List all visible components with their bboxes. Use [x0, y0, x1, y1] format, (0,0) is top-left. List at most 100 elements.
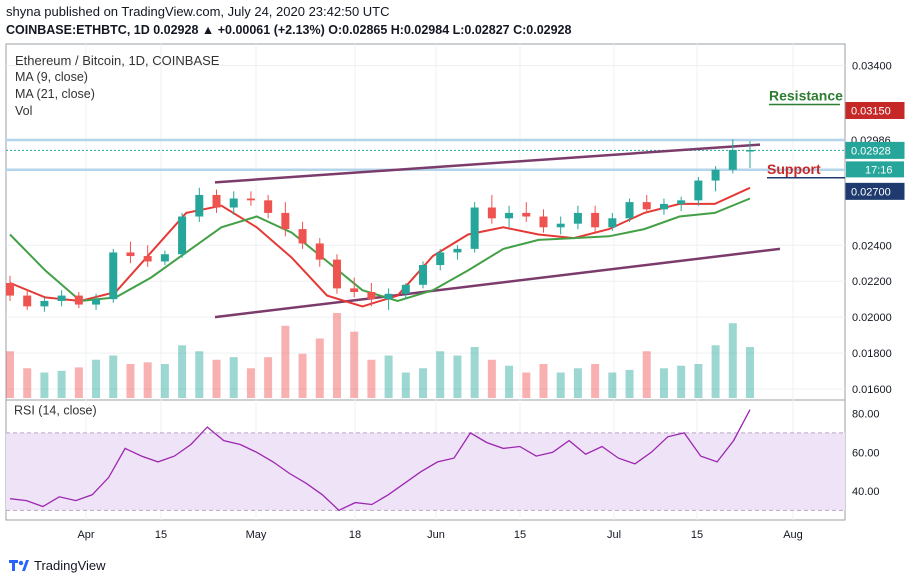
rsi-tick-label: 60.00 [852, 447, 880, 459]
countdown-box [846, 161, 904, 178]
x-tick-label: Jun [427, 529, 445, 541]
volume-bar [505, 365, 514, 398]
volume-bar [126, 364, 135, 398]
volume-bar [642, 351, 651, 398]
candle-body [625, 202, 634, 219]
volume-bar [659, 368, 668, 398]
price-tick-label: 0.01600 [852, 384, 892, 396]
candle-body [642, 202, 651, 210]
volume-bar [74, 367, 83, 398]
candle-body [178, 216, 187, 255]
x-tick-label: 15 [155, 529, 167, 541]
volume-bar [195, 351, 204, 398]
volume-bar [694, 364, 703, 398]
tradingview-footer[interactable]: TradingView [8, 557, 106, 573]
price-tag-box [845, 101, 905, 119]
volume-bar [315, 338, 324, 398]
candle-body [143, 256, 152, 262]
candle-body [556, 223, 565, 228]
candle-body [23, 295, 32, 307]
volume-bar [522, 372, 531, 398]
legend-ma9: MA (9, close) [15, 70, 88, 84]
x-tick-label: 18 [349, 529, 361, 541]
volume-bar [143, 362, 152, 398]
candle-body [74, 295, 83, 305]
candle-body [298, 229, 307, 244]
volume-bar [6, 351, 14, 398]
candle-body [746, 150, 754, 152]
candle-body [505, 212, 514, 219]
candle-body [591, 212, 600, 228]
volume-bar [229, 357, 238, 398]
price-tick-label: 0.02400 [852, 240, 892, 252]
volume-bar [350, 331, 359, 398]
candle-body [6, 282, 14, 296]
volume-bar [332, 313, 341, 398]
price-tick-label: 0.03400 [852, 61, 892, 73]
candle-body [711, 169, 720, 181]
candle-body [694, 180, 703, 201]
rsi-tick-label: 40.00 [852, 486, 880, 498]
candle-body [126, 252, 135, 257]
volume-bar [212, 359, 221, 398]
candle-body [522, 212, 531, 217]
x-tick-label: 15 [514, 529, 526, 541]
countdown-label: 17:16 [865, 164, 893, 176]
candle-body [419, 265, 428, 285]
chart-title: Ethereum / Bitcoin, 1D, COINBASE [15, 53, 220, 68]
candle-body [659, 203, 668, 210]
volume-bar [246, 368, 255, 398]
candle-body [315, 243, 324, 260]
volume-bar [711, 345, 720, 398]
candle-body [539, 216, 548, 228]
price-tag-label: 0.02700 [851, 186, 891, 198]
volume-bar [160, 364, 169, 398]
candle-body [109, 252, 118, 300]
volume-bar [419, 368, 428, 398]
volume-bar [367, 359, 376, 398]
candle-body [332, 259, 341, 289]
candle-body [195, 194, 204, 217]
candle-body [350, 288, 359, 292]
volume-bar [264, 357, 273, 398]
candle-body [281, 212, 290, 230]
volume-bar [453, 355, 462, 398]
candle-body [487, 207, 496, 219]
candle-body [677, 200, 686, 204]
volume-bar [384, 355, 393, 398]
volume-bar [608, 372, 617, 398]
tradingview-logo-icon [9, 560, 29, 571]
volume-bar [109, 355, 118, 398]
candle-body [384, 293, 393, 300]
channel-upper-line [214, 143, 761, 184]
volume-bar [281, 325, 290, 398]
volume-bar [539, 364, 548, 398]
x-tick-label: 15 [691, 529, 703, 541]
candle-body [608, 218, 617, 228]
candle-body [246, 198, 255, 201]
rsi-legend: RSI (14, close) [14, 404, 97, 418]
rsi-line [9, 409, 751, 512]
price-tick-label: 0.02200 [852, 276, 892, 288]
tradingview-brand: TradingView [34, 557, 106, 573]
price-tag-label: 0.03150 [851, 105, 891, 117]
candle-body [573, 212, 582, 224]
volume-bar [298, 353, 307, 398]
volume-bar [470, 347, 479, 398]
candle-body [264, 200, 273, 213]
symbol-ohlc-bar: COINBASE:ETHBTC, 1D 0.02928 ▲ +0.00061 (… [6, 23, 572, 37]
x-tick-label: Apr [77, 529, 94, 541]
volume-bar [591, 364, 600, 398]
volume-bar [57, 370, 66, 398]
candle-body [160, 254, 169, 262]
volume-bar [487, 359, 496, 398]
volume-bar [178, 345, 187, 398]
candle-body [92, 299, 101, 305]
plot-frame [5, 43, 846, 521]
volume-bar [677, 365, 686, 398]
rsi-band [6, 432, 845, 511]
legend-vol: Vol [15, 104, 33, 118]
price-tag-label: 0.02928 [851, 145, 891, 157]
